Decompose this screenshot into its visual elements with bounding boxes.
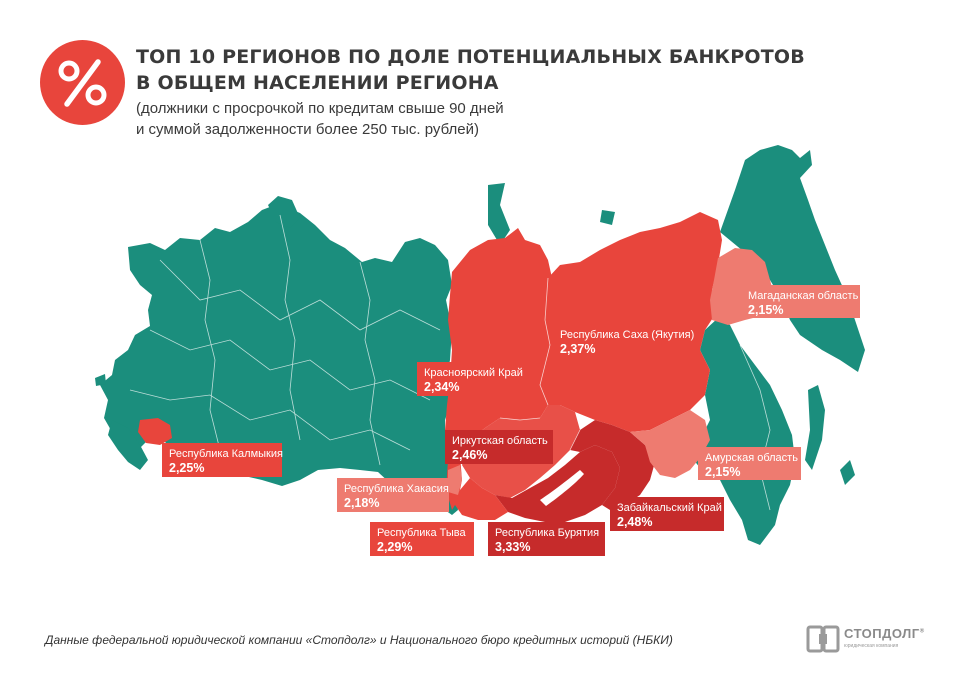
logo-name: СТОПДОЛГ® [844,626,925,641]
region-base-novaya-zemlya [488,183,510,245]
label-krasnoyarsk: Красноярский Край 2,34% [417,362,527,396]
region-tyva [455,478,508,520]
label-value: 3,33% [495,540,531,554]
logo-tagline: юридическая компания [844,643,899,649]
label-buryatia: Республика Бурятия 3,33% [488,522,605,556]
label-value: 2,46% [452,448,488,462]
region-khakassia [448,465,462,495]
page-subtitle: (должники с просрочкой по кредитам свыше… [136,98,504,140]
region-amur [630,410,710,478]
label-value: 2,48% [617,515,653,529]
label-irkutsk: Иркутская область 2,46% [445,430,553,464]
title-line-1: ТОП 10 РЕГИОНОВ ПО ДОЛЕ ПОТЕНЦИАЛЬНЫХ БА… [136,46,805,68]
label-name: Забайкальский Край [617,502,722,514]
subtitle-line-1: (должники с просрочкой по кредитам свыше… [136,100,504,117]
label-amur: Амурская область 2,15% [698,447,801,480]
page-title: ТОП 10 РЕГИОНОВ ПО ДОЛЕ ПОТЕНЦИАЛЬНЫХ БА… [136,44,805,96]
region-buryatia [495,445,620,522]
percent-icon [40,40,125,125]
label-khakassia: Республика Хакасия 2,18% [337,478,449,512]
region-base-west [100,205,458,515]
label-name: Магаданская область [748,290,859,302]
region-zabaikalsky [570,420,655,510]
label-name: Республика Хакасия [344,483,449,495]
region-yakutia [540,212,722,432]
label-name: Амурская область [705,452,798,464]
region-borders [129,214,771,511]
label-yakutia: Республика Саха (Якутия) 2,37% [553,324,695,358]
label-zabaikalsky: Забайкальский Край 2,48% [610,497,724,531]
source-note: Данные федеральной юридической компании … [45,633,673,647]
subtitle-line-2: и суммой задолженности более 250 тыс. ру… [136,121,479,138]
label-name: Республика Калмыкия [169,448,283,460]
lake-baikal [540,470,584,506]
label-name: Республика Тыва [377,527,466,539]
label-kalmykia: Республика Калмыкия 2,25% [162,443,283,477]
region-base-kuril [840,460,855,485]
label-name: Республика Бурятия [495,527,600,539]
region-kalmykia [138,418,172,445]
region-base-sakhalin [805,385,825,470]
label-value: 2,34% [424,380,460,394]
title-line-2: В ОБЩЕМ НАСЕЛЕНИИ РЕГИОНА [136,72,499,94]
label-magadan: Магаданская область 2,15% [741,285,860,318]
region-base-taimyr-island [600,210,615,225]
region-base-kaliningrad [95,374,106,386]
label-value: 2,15% [748,303,784,317]
label-value: 2,15% [705,465,741,479]
label-value: 2,37% [560,342,596,356]
stopdolg-logo-icon [806,624,840,659]
label-name: Красноярский Край [424,367,523,379]
label-value: 2,29% [377,540,413,554]
label-tyva: Республика Тыва 2,29% [370,522,474,556]
label-value: 2,25% [169,461,205,475]
label-name: Республика Саха (Якутия) [560,329,695,341]
label-value: 2,18% [344,496,380,510]
region-base-caucasus [108,420,148,470]
region-base-khabarovsk [690,318,795,545]
label-name: Иркутская область [452,435,548,447]
region-base-kola [268,196,300,228]
